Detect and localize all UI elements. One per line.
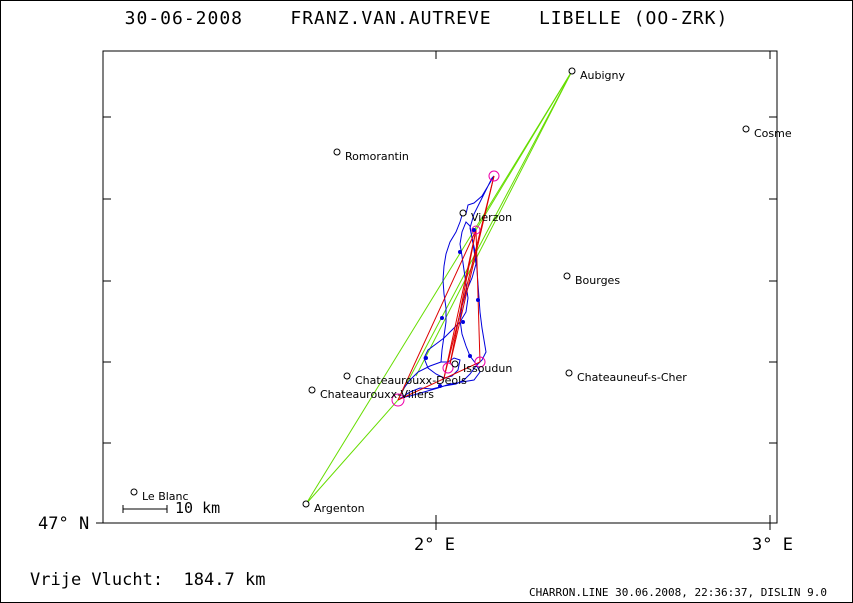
task-legs bbox=[397, 175, 495, 401]
place-markers: Aubigny Cosme Romorantin Vierzon Bourges Isso… bbox=[130, 67, 792, 515]
lon-axis-label-3e: 3° E bbox=[752, 535, 793, 555]
lat-axis-label: 47° N bbox=[38, 514, 90, 534]
place-marker bbox=[565, 369, 573, 377]
place-marker bbox=[451, 360, 459, 368]
title-pilot: FRANZ.VAN.AUTREVE bbox=[290, 8, 492, 29]
map-title: 30-06-2008 FRANZ.VAN.AUTREVE LIBELLE (OO… bbox=[0, 8, 853, 29]
place-marker bbox=[459, 209, 467, 217]
turnpoints bbox=[391, 170, 500, 407]
place-label: Romorantin bbox=[345, 150, 409, 163]
map-border bbox=[102, 50, 778, 524]
distance-value: 184.7 km bbox=[183, 570, 266, 590]
scale-label: 10 km bbox=[175, 499, 221, 517]
title-date: 30-06-2008 bbox=[124, 8, 244, 29]
place-marker bbox=[308, 386, 316, 394]
turnpoint-marker bbox=[474, 356, 486, 368]
place-marker bbox=[563, 272, 571, 280]
place-label: Argenton bbox=[314, 502, 365, 515]
axis-ticks bbox=[96, 51, 777, 530]
task-sector bbox=[305, 70, 573, 505]
distance-label: Vrije Vlucht: bbox=[30, 570, 164, 590]
place-label: Issoudun bbox=[463, 362, 512, 375]
place-label: Chateaurouxx-Deols bbox=[355, 374, 467, 387]
turnpoint-marker bbox=[442, 362, 454, 374]
place-marker bbox=[343, 372, 351, 380]
place-label: Chateaurouxx-Villers bbox=[320, 388, 434, 401]
sector-line bbox=[475, 70, 573, 231]
place-marker bbox=[568, 67, 576, 75]
turnpoint-marker bbox=[391, 393, 405, 407]
place-label: Chateauneuf-s-Cher bbox=[577, 371, 687, 384]
place-marker bbox=[130, 488, 138, 496]
sector-line bbox=[415, 70, 573, 377]
scale-bar bbox=[122, 505, 168, 513]
place-label: Aubigny bbox=[580, 69, 625, 82]
place-marker bbox=[302, 500, 310, 508]
title-glider: LIBELLE (OO-ZRK) bbox=[538, 8, 729, 29]
lon-axis-label-2e: 2° E bbox=[414, 535, 455, 555]
place-label: Vierzon bbox=[471, 211, 512, 224]
place-label: Bourges bbox=[575, 274, 620, 287]
credit-line: CHARRON.LINE 30.06.2008, 22:36:37, DISLI… bbox=[528, 586, 827, 599]
distance-summary: Vrije Vlucht: 184.7 km bbox=[30, 570, 265, 590]
place-marker bbox=[742, 125, 750, 133]
place-label: Le Blanc bbox=[142, 490, 189, 503]
place-label: Cosme bbox=[754, 127, 792, 140]
place-marker bbox=[333, 148, 341, 156]
turnpoint-marker bbox=[488, 170, 500, 182]
